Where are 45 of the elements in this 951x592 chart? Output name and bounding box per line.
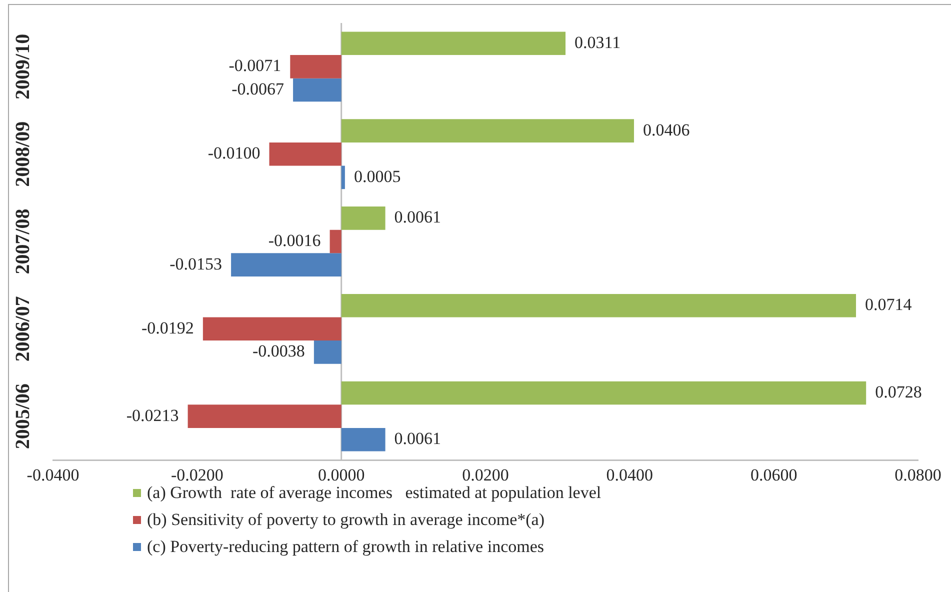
x-tick-label: 0.0800 [894, 466, 942, 485]
bar [290, 55, 342, 78]
data-label: 0.0406 [642, 120, 690, 140]
data-label: 0.0714 [865, 295, 912, 314]
x-tick-label: 0.0400 [606, 466, 654, 485]
data-label: 0.0005 [354, 166, 401, 186]
bar [330, 230, 342, 254]
x-tick-label: -0.0200 [170, 466, 224, 485]
bar [231, 253, 342, 276]
data-label: -0.0016 [268, 230, 321, 250]
data-label: -0.0100 [208, 144, 260, 163]
bar [188, 404, 342, 428]
data-label: -0.0213 [126, 406, 179, 425]
bar [341, 32, 566, 56]
data-label: -0.0192 [142, 318, 194, 338]
data-label: -0.0038 [252, 342, 305, 361]
legend-label: (b) Sensitivity of poverty to growth in average income*(a) [147, 510, 544, 530]
data-label: 0.0061 [394, 429, 442, 448]
data-label: 0.0311 [574, 32, 621, 52]
legend-label: (a) Growth rate of average incomes estimated at population level [147, 482, 602, 502]
data-label: -0.0067 [232, 79, 285, 98]
y-tick-label: 2007/08 [12, 208, 34, 274]
y-tick-label: 2005/06 [12, 384, 34, 450]
data-label: -0.0153 [170, 254, 222, 274]
x-tick-label: 0.0000 [318, 466, 365, 485]
data-label: -0.0071 [228, 56, 282, 76]
bar [202, 317, 342, 341]
x-tick-label: 0.0200 [462, 466, 509, 485]
y-tick-label: 2009/10 [12, 34, 34, 100]
bar [341, 119, 634, 142]
legend-label: (c) Poverty-reducing pattern of growth in relative incomes [147, 536, 544, 556]
y-tick-label: 2008/09 [12, 121, 34, 187]
bar [341, 381, 866, 405]
data-label: 0.0728 [875, 382, 922, 402]
y-tick-label: 2006/07 [12, 296, 34, 362]
bar [341, 428, 386, 452]
bar [341, 206, 386, 230]
bar [314, 340, 342, 364]
bar [341, 166, 345, 190]
x-tick-label: 0.0600 [750, 466, 798, 485]
x-tick-label: -0.0400 [26, 466, 80, 485]
bar [341, 294, 856, 318]
data-label: 0.0061 [394, 208, 442, 227]
bar [293, 78, 342, 102]
bar [269, 142, 342, 166]
